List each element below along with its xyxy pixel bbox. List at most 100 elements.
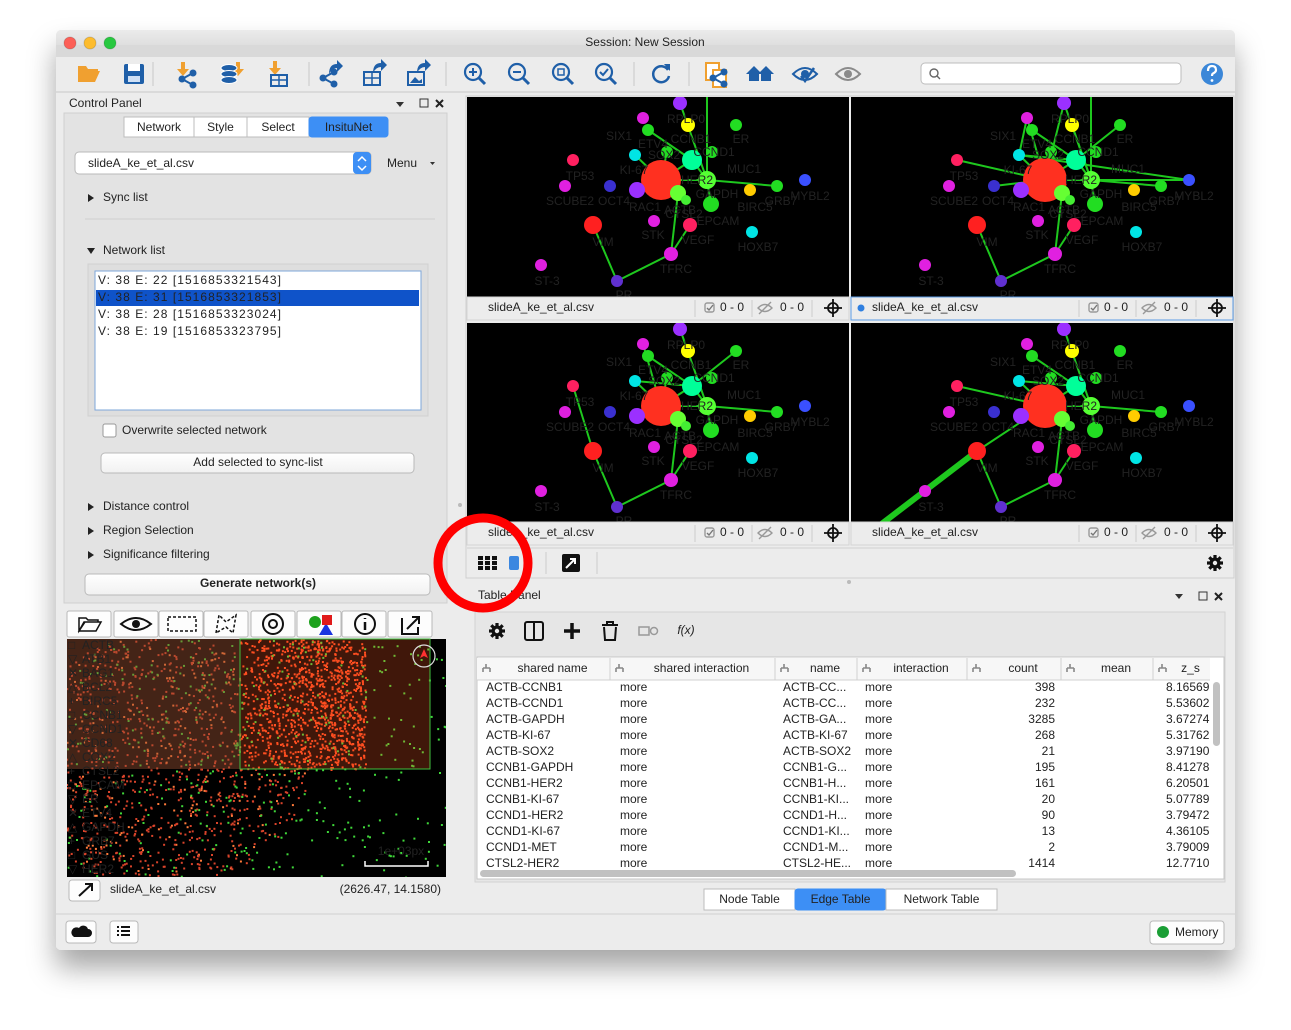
function-button[interactable] [638, 626, 650, 636]
table-cell[interactable]: 8.41278 [1166, 760, 1210, 774]
table-cell[interactable]: CCNB1-KI... [783, 792, 849, 806]
toolbar-icon[interactable] [834, 67, 862, 81]
section-label[interactable]: Significance filtering [103, 547, 210, 561]
button-label[interactable]: Generate network(s) [200, 576, 316, 590]
toolbar-icon[interactable] [363, 59, 387, 86]
table-cell[interactable]: more [620, 760, 648, 774]
table-cell[interactable]: more [620, 776, 648, 790]
node[interactable] [1128, 184, 1140, 196]
table-cell[interactable]: 3.79472 [1166, 808, 1210, 822]
node[interactable] [1114, 345, 1126, 357]
column-header[interactable]: count [1008, 661, 1038, 675]
node[interactable] [1026, 124, 1038, 136]
node[interactable] [673, 96, 687, 110]
table-cell[interactable]: ACTB-CC... [783, 696, 846, 710]
tab[interactable] [308, 116, 389, 138]
grid-mode-button[interactable] [478, 556, 497, 570]
expander[interactable] [88, 194, 94, 202]
toolbar-icon[interactable] [463, 62, 487, 86]
node[interactable] [1045, 146, 1057, 158]
table-cell[interactable]: CCNB1-KI-67 [486, 792, 560, 806]
table-settings-button[interactable] [489, 623, 505, 639]
network-item[interactable]: V: 38 E: 19 [1516853323795] [98, 324, 281, 338]
node[interactable] [799, 174, 811, 186]
horizontal-scrollbar[interactable] [480, 870, 1016, 877]
node[interactable] [1013, 408, 1029, 424]
node[interactable] [1130, 452, 1142, 464]
node[interactable] [1065, 344, 1079, 358]
table-cell[interactable]: CCNB1-G... [783, 760, 847, 774]
toolbar-icon[interactable] [269, 61, 288, 87]
node[interactable] [1048, 247, 1062, 261]
table-cell[interactable]: more [865, 696, 893, 710]
node[interactable] [642, 124, 654, 136]
node[interactable] [559, 406, 571, 418]
node[interactable] [706, 372, 718, 384]
toolbar-icon[interactable] [507, 62, 531, 86]
tab-label[interactable]: InsituNet [325, 120, 373, 134]
node[interactable] [1066, 150, 1086, 170]
table-cell[interactable]: more [865, 840, 893, 854]
table-cell[interactable]: more [620, 808, 648, 822]
table-cell[interactable]: 161 [1035, 776, 1055, 790]
table-cell[interactable]: 195 [1035, 760, 1055, 774]
toolbar-icon[interactable] [551, 62, 575, 86]
node[interactable] [1090, 146, 1102, 158]
table-cell[interactable]: more [865, 824, 893, 838]
table-cell[interactable]: 12.7710 [1166, 856, 1210, 870]
node[interactable] [1114, 119, 1126, 131]
table-cell[interactable]: more [865, 792, 893, 806]
node[interactable] [673, 322, 687, 336]
node[interactable] [968, 216, 986, 234]
tab-label[interactable]: Select [261, 120, 295, 134]
node[interactable] [730, 119, 742, 131]
node[interactable] [1021, 338, 1033, 350]
table-cell[interactable]: more [620, 728, 648, 742]
node[interactable] [746, 452, 758, 464]
table-cell[interactable]: CCND1-HER2 [486, 808, 564, 822]
node[interactable] [1065, 195, 1075, 205]
table-cell[interactable]: CCNB1-HER2 [486, 776, 563, 790]
table-cell[interactable]: 21 [1042, 744, 1056, 758]
node[interactable] [1013, 375, 1025, 387]
table-cell[interactable]: CCND1-KI... [783, 824, 850, 838]
node[interactable] [683, 218, 697, 232]
node[interactable] [995, 275, 1007, 287]
button-label[interactable]: Add selected to sync-list [193, 455, 323, 469]
expander[interactable] [87, 248, 95, 254]
node[interactable] [1155, 180, 1167, 192]
node[interactable] [661, 146, 673, 158]
table-cell[interactable]: 3.79009 [1166, 840, 1210, 854]
table-tab-label[interactable]: Network Table [904, 892, 980, 906]
node[interactable] [1065, 421, 1075, 431]
memory-button[interactable] [1149, 920, 1225, 945]
network-item[interactable]: V: 38 E: 28 [1516853323024] [98, 307, 281, 321]
toolbar-icon[interactable] [746, 66, 774, 81]
checkbox[interactable] [102, 423, 117, 438]
node[interactable] [744, 410, 756, 422]
table-cell[interactable]: more [865, 712, 893, 726]
window-button[interactable] [103, 36, 117, 50]
table-cell[interactable]: CCNB1-GAPDH [486, 760, 573, 774]
table-cell[interactable]: more [865, 808, 893, 822]
table-tab-label[interactable]: Edge Table [811, 892, 871, 906]
node[interactable] [703, 422, 719, 438]
node[interactable] [1183, 400, 1195, 412]
node[interactable] [744, 184, 756, 196]
node[interactable] [703, 196, 719, 212]
section-label[interactable]: Sync list [103, 190, 148, 204]
column-header[interactable]: z_s [1181, 661, 1200, 675]
node[interactable] [988, 406, 1000, 418]
column-header[interactable]: shared interaction [654, 661, 749, 675]
table-cell[interactable]: CCNB1-H... [783, 776, 846, 790]
add-button[interactable] [564, 623, 580, 639]
expander[interactable] [88, 503, 94, 511]
delete-button[interactable] [602, 621, 618, 641]
node[interactable] [681, 195, 691, 205]
node[interactable] [682, 376, 702, 396]
node[interactable] [535, 485, 547, 497]
node[interactable] [1057, 96, 1071, 110]
section-label[interactable]: Network list [103, 243, 166, 257]
table-cell[interactable]: ACTB-CC... [783, 680, 846, 694]
node[interactable] [611, 501, 623, 513]
